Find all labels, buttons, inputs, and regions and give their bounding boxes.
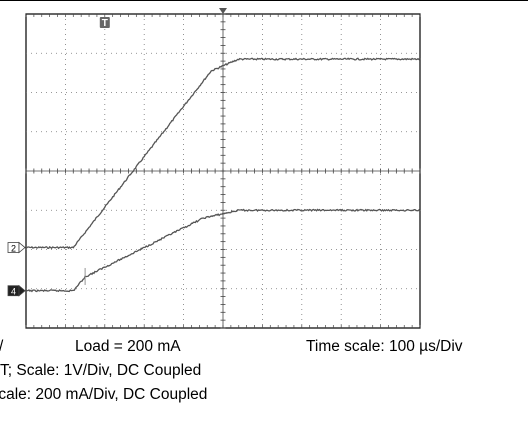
trigger-marker-icon [99, 17, 110, 28]
channel-2-marker-label: 2 [11, 244, 16, 254]
channel-4-marker-arrow [18, 284, 26, 297]
caption-time-scale: Time scale: 100 µs/Div [306, 338, 463, 355]
channel-4-marker-label: 4 [11, 287, 16, 297]
caption-load: Load = 200 mA [75, 338, 181, 355]
waveform-channel-4 [25, 208, 421, 293]
caption-channel-4-scale: Scale: 200 mA/Div, DC Coupled [0, 386, 208, 403]
caption-channel-2-scale: T; Scale: 1V/Div, DC Coupled [0, 362, 202, 379]
trigger-position-marker [219, 8, 227, 14]
trigger-marker-label: T [102, 18, 108, 29]
waveform-channel-2 [25, 57, 421, 250]
channel-2-marker-arrow [18, 241, 26, 254]
caption-line1-left: / [0, 338, 3, 356]
